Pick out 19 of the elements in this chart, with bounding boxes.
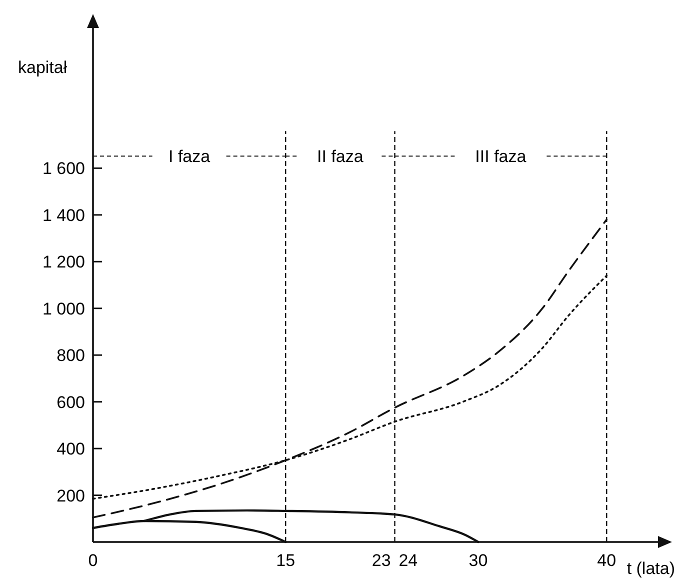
y-tick-label: 800: [56, 346, 85, 366]
y-tick-label: 1 400: [42, 206, 85, 225]
x-axis-title: t (lata): [626, 559, 675, 578]
x-tick-label: 40: [597, 551, 616, 570]
x-tick-label: 15: [276, 551, 296, 570]
y-tick-label: 400: [56, 440, 85, 459]
annotation: I faza: [168, 147, 211, 166]
y-tick-label: 1 200: [42, 252, 85, 272]
x-tick-label: 0: [88, 551, 98, 570]
x-tick-label: 30: [468, 551, 488, 570]
y-tick-label: 600: [56, 392, 85, 412]
x-tick-label: 24: [398, 551, 418, 570]
x-tick-label: 23: [372, 551, 391, 570]
annotation: II faza: [317, 147, 364, 166]
y-tick-label: 1 600: [42, 159, 85, 178]
y-tick-label: 1 000: [42, 299, 85, 318]
y-tick-label: 200: [56, 486, 85, 506]
y-axis-title: kapitał: [18, 58, 68, 77]
annotation: III faza: [475, 147, 527, 166]
